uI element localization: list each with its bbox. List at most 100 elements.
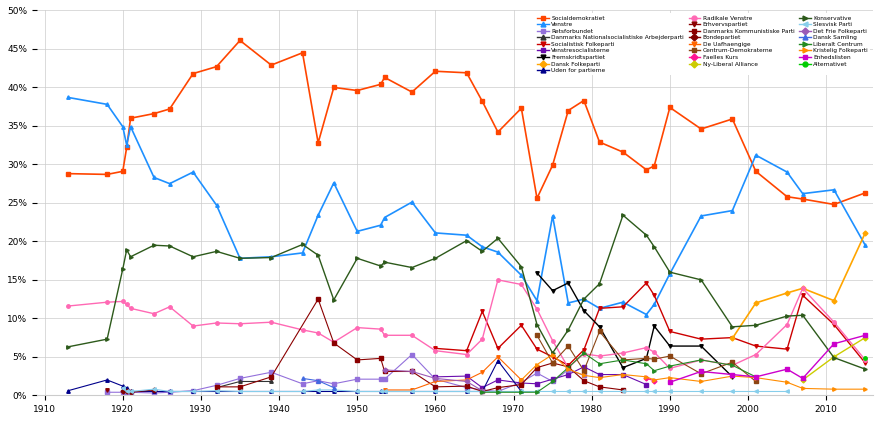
Liberalt Centrum: [642, 361, 652, 366]
Retsforbundet: [313, 378, 324, 383]
Radikale Venstre: [579, 351, 590, 356]
Socialdemokratiet: [649, 163, 659, 168]
Radikale Venstre: [781, 322, 792, 327]
Faelles Kurs: [649, 378, 659, 383]
Socialistisk Folkeparti: [430, 346, 441, 351]
Dansk Folkeparti: [751, 301, 761, 306]
Uden for partierne: [352, 389, 363, 394]
Venstresocialisterne: [618, 372, 628, 377]
Radikale Venstre: [352, 325, 363, 330]
Konservative: [352, 256, 363, 261]
Socialistisk Folkeparti: [781, 346, 792, 352]
Socialdemokratiet: [121, 145, 132, 150]
Liberalt Centrum: [493, 390, 503, 395]
Socialdemokratiet: [516, 106, 526, 111]
Slesvisk Parti: [664, 389, 675, 394]
Uden for partierne: [149, 389, 159, 394]
Socialistisk Folkeparti: [477, 309, 488, 314]
Konservative: [121, 247, 132, 252]
De Uafhaengige: [493, 354, 503, 360]
Line: Uden for partierne: Uden for partierne: [66, 359, 523, 393]
Dansk Folkeparti: [829, 298, 840, 303]
Slesvisk Parti: [727, 389, 737, 394]
Venstre: [121, 143, 132, 148]
Konservative: [118, 266, 128, 272]
Slesvisk Parti: [125, 389, 136, 394]
Enhedslisten: [781, 367, 792, 372]
Kristelig Folkeparti: [563, 367, 574, 372]
Enhedslisten: [751, 374, 761, 379]
Ny-Liberal Alliance: [797, 377, 808, 382]
Radikale Venstre: [313, 330, 324, 336]
Venstre: [516, 273, 526, 278]
Konservative: [751, 323, 761, 328]
Uden for partierne: [125, 389, 136, 394]
Venstre: [860, 242, 870, 248]
Uden for partierne: [477, 389, 488, 394]
Line: Socialistisk Folkeparti: Socialistisk Folkeparti: [434, 281, 867, 367]
Socialdemokratiet: [532, 196, 542, 201]
Centrum-Demokraterne: [664, 354, 675, 359]
Socialdemokratiet: [696, 126, 707, 131]
Radikale Venstre: [516, 282, 526, 287]
Bondepartiet: [125, 390, 136, 395]
Retsforbundet: [118, 390, 128, 395]
Konservative: [642, 233, 652, 238]
Socialdemokratiet: [125, 116, 136, 121]
Retsforbundet: [579, 373, 590, 378]
Retsforbundet: [379, 377, 390, 382]
Slesvisk Parti: [493, 389, 503, 394]
Liberalt Centrum: [664, 364, 675, 369]
Fremskridtspartiet: [532, 270, 542, 275]
Liberalt Centrum: [579, 350, 590, 355]
Venstre: [727, 208, 737, 213]
Retsforbundet: [121, 390, 132, 395]
Danmarks Nationalsocialistiske Arbejderparti: [266, 379, 276, 384]
Socialdemokratiet: [781, 194, 792, 199]
Uden for partierne: [266, 389, 276, 394]
Slesvisk Parti: [297, 389, 308, 394]
Det Frie Folkeparti: [461, 379, 472, 384]
Slesvisk Parti: [579, 389, 590, 394]
Det Frie Folkeparti: [477, 388, 488, 393]
Venstre: [547, 213, 558, 218]
Radikale Venstre: [211, 320, 222, 325]
Radikale Venstre: [407, 333, 417, 338]
Socialdemokratiet: [727, 117, 737, 122]
De Uafhaengige: [461, 377, 472, 382]
Socialdemokratiet: [297, 50, 308, 55]
Uden for partierne: [379, 389, 390, 394]
Danmarks Kommunistiske Parti: [516, 382, 526, 387]
Konservative: [235, 256, 246, 261]
Konservative: [618, 213, 628, 218]
Socialdemokratiet: [352, 88, 363, 93]
Slesvisk Parti: [461, 389, 472, 394]
Socialistisk Folkeparti: [563, 363, 574, 368]
Centrum-Demokraterne: [642, 356, 652, 361]
Danmarks Kommunistiske Parti: [313, 296, 324, 301]
Fremskridtspartiet: [563, 280, 574, 285]
Venstre: [493, 250, 503, 255]
Retsforbundet: [547, 379, 558, 384]
Kristelig Folkeparti: [696, 379, 707, 384]
Dansk Folkeparti: [860, 230, 870, 235]
Ny-Liberal Alliance: [829, 354, 840, 360]
Socialdemokratiet: [477, 99, 488, 104]
Radikale Venstre: [664, 366, 675, 371]
Bondepartiet: [121, 389, 132, 394]
Radikale Venstre: [727, 363, 737, 368]
Radikale Venstre: [547, 338, 558, 343]
Slesvisk Parti: [407, 389, 417, 394]
Slesvisk Parti: [642, 389, 652, 394]
Venstresocialisterne: [642, 382, 652, 387]
Venstre: [407, 200, 417, 205]
Danmarks Kommunistiske Parti: [376, 356, 386, 361]
Uden for partierne: [118, 384, 128, 389]
Konservative: [125, 254, 136, 259]
Kristelig Folkeparti: [547, 352, 558, 357]
Line: Det Frie Folkeparti: Det Frie Folkeparti: [383, 368, 484, 392]
Centrum-Demokraterne: [727, 360, 737, 365]
Socialdemokratiet: [618, 149, 628, 155]
Radikale Venstre: [461, 352, 472, 357]
Slesvisk Parti: [547, 389, 558, 394]
